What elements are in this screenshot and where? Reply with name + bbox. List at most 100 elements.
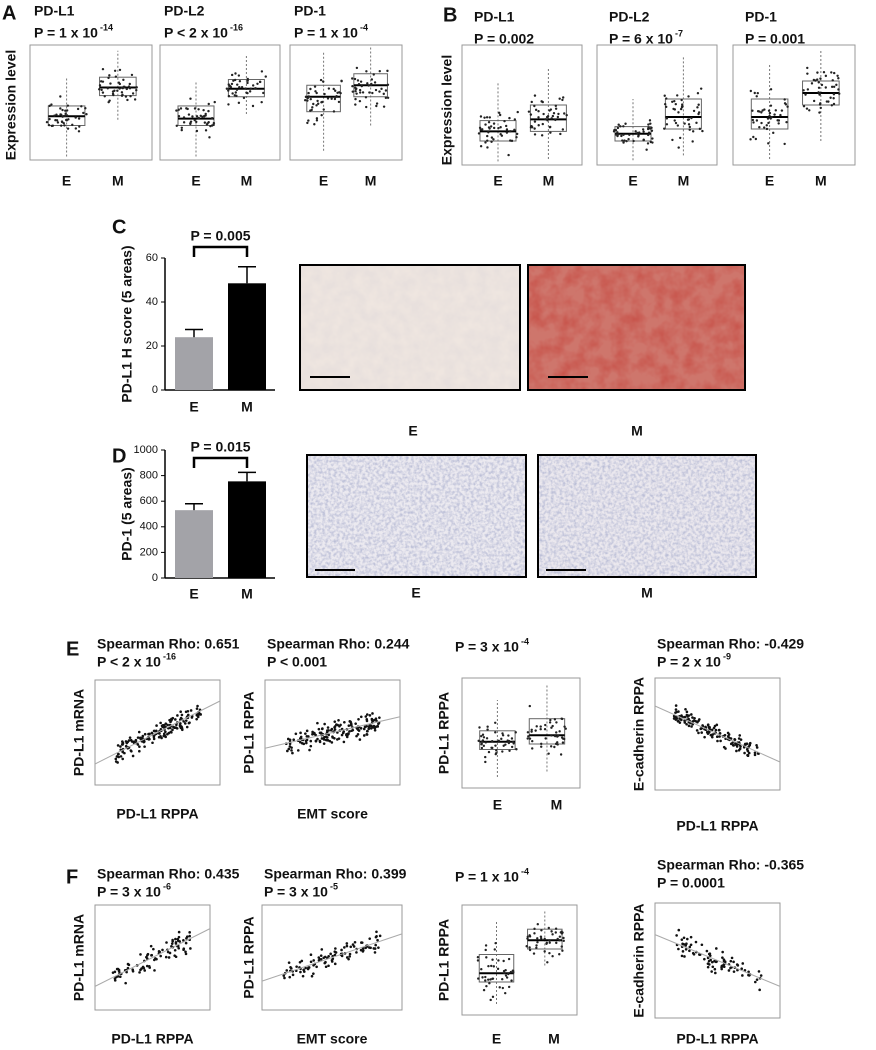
point	[531, 739, 534, 743]
point	[130, 73, 134, 77]
point	[343, 946, 346, 949]
point	[318, 739, 322, 743]
point	[45, 120, 49, 124]
point	[490, 136, 494, 139]
point	[126, 962, 130, 966]
point	[721, 964, 725, 968]
point	[362, 948, 365, 952]
point	[131, 754, 135, 758]
point	[715, 735, 719, 739]
point	[292, 738, 296, 742]
point	[133, 98, 137, 101]
point	[557, 112, 560, 116]
point	[501, 734, 505, 737]
point	[227, 89, 230, 92]
point	[184, 952, 188, 956]
point	[115, 967, 119, 971]
point	[527, 735, 530, 738]
point	[238, 86, 241, 89]
point	[237, 74, 241, 77]
point	[82, 111, 85, 115]
point	[683, 955, 686, 958]
point	[624, 122, 627, 125]
point	[378, 69, 381, 73]
plot-title: Spearman Rho: 0.399	[264, 866, 407, 882]
point	[485, 984, 488, 988]
point	[494, 721, 497, 724]
point	[535, 944, 538, 947]
y-tick-label: 20	[146, 340, 158, 352]
point	[561, 128, 565, 131]
point	[486, 134, 489, 138]
point	[262, 91, 265, 95]
point	[836, 74, 839, 77]
point	[357, 82, 361, 86]
point	[173, 948, 177, 952]
point	[749, 138, 752, 141]
point	[190, 716, 194, 719]
point	[496, 967, 500, 971]
point	[710, 970, 713, 973]
point	[559, 132, 562, 136]
point	[341, 731, 345, 735]
point	[356, 79, 360, 82]
point	[675, 934, 678, 937]
point	[174, 718, 177, 721]
point	[527, 110, 531, 113]
point	[830, 85, 834, 89]
point	[335, 94, 338, 98]
point	[65, 114, 69, 117]
point	[378, 90, 381, 93]
trend-line	[94, 700, 221, 765]
point	[333, 97, 337, 101]
point	[159, 954, 162, 958]
point	[763, 108, 766, 111]
annotation: P = 0.005	[190, 228, 250, 244]
point	[556, 734, 560, 737]
point	[246, 81, 249, 85]
point	[66, 104, 70, 107]
point	[309, 744, 313, 748]
point	[752, 135, 755, 139]
p-value: P = 0.002	[474, 31, 534, 47]
point	[238, 80, 242, 83]
point	[712, 726, 716, 730]
point	[479, 145, 483, 148]
point	[647, 123, 650, 126]
point	[685, 710, 689, 714]
point	[163, 734, 167, 737]
point	[562, 939, 565, 943]
point	[688, 128, 691, 131]
point	[488, 982, 491, 985]
point	[299, 735, 303, 739]
point	[686, 937, 689, 941]
point	[818, 92, 822, 95]
point	[756, 110, 760, 113]
point	[296, 749, 300, 752]
point	[207, 121, 210, 124]
point	[77, 117, 81, 120]
point	[540, 745, 543, 748]
point	[340, 954, 344, 958]
plot-frame	[264, 679, 401, 786]
point	[731, 741, 734, 745]
point	[715, 947, 718, 950]
point	[184, 719, 188, 722]
point	[76, 107, 80, 111]
micrograph-c-e	[299, 264, 521, 391]
point	[164, 955, 168, 959]
point	[122, 78, 125, 82]
point	[195, 707, 199, 710]
point	[612, 130, 616, 133]
y-axis-label: PD-L1 RPPA	[436, 919, 452, 1001]
point	[481, 739, 485, 742]
point	[673, 99, 676, 103]
x-axis-label: PD-L1 RPPA	[676, 818, 758, 834]
point	[672, 107, 675, 111]
point	[176, 937, 180, 941]
point	[179, 107, 183, 110]
point	[708, 726, 711, 729]
point	[477, 132, 481, 135]
point	[364, 715, 368, 718]
